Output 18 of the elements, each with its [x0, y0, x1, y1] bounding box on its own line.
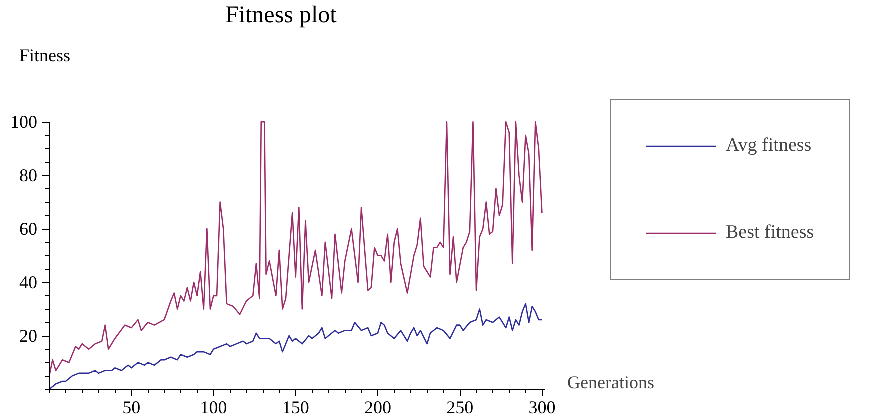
y-tick-label: 40 [20, 272, 38, 293]
x-tick-label: 50 [122, 398, 141, 418]
x-tick-label: 200 [364, 398, 392, 418]
y-tick-label: 80 [20, 166, 38, 186]
x-tick-label: 100 [200, 398, 228, 418]
line-series [50, 121, 543, 377]
legend-label: Avg fitness [726, 135, 812, 157]
legend-label: Best fitness [726, 222, 814, 244]
x-axis-title: Generations [568, 372, 654, 392]
line-series [50, 303, 543, 390]
y-tick-label: 100 [10, 112, 38, 132]
y-tick-label: 60 [20, 219, 38, 240]
chart-title: Fitness plot [226, 2, 338, 28]
x-tick-label: 300 [528, 398, 556, 418]
x-tick-label: 250 [446, 398, 474, 418]
y-axis-title: Fitness [20, 46, 71, 66]
x-tick-label: 150 [282, 398, 310, 418]
y-tick-label: 20 [20, 326, 38, 346]
